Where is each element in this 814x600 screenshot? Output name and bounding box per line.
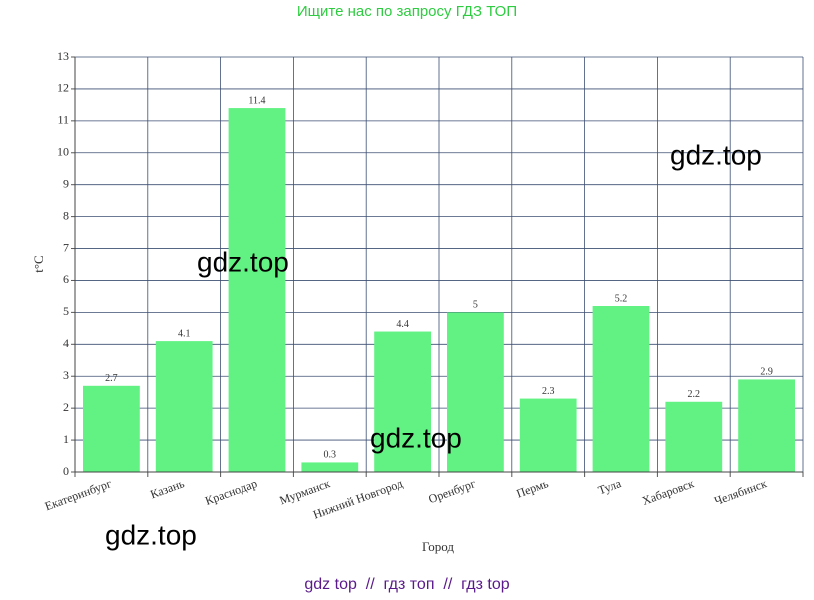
y-tick-label: 7 — [63, 240, 69, 254]
x-tick-label: Челябинск — [712, 476, 768, 508]
data-label: 0.3 — [324, 450, 337, 461]
header: Ищите нас по запросу ГДЗ ТОП — [297, 3, 517, 20]
x-tick-label: Оренбург — [427, 476, 478, 506]
bar — [155, 341, 213, 472]
bar — [228, 108, 286, 473]
x-tick-label: Казань — [148, 476, 186, 501]
bar — [83, 385, 140, 472]
watermark: gdz.top — [670, 139, 762, 170]
data-label: 2.9 — [760, 367, 773, 378]
data-label: 5 — [473, 300, 478, 311]
y-tick-label: 6 — [63, 272, 69, 286]
data-label: 11.4 — [248, 95, 265, 106]
y-tick-label: 5 — [63, 304, 69, 318]
y-tick-label: 2 — [63, 400, 69, 414]
y-tick-label: 8 — [63, 208, 69, 222]
data-label: 2.2 — [688, 389, 701, 400]
y-tick-label: 4 — [63, 336, 69, 350]
x-axis-title: Город — [422, 539, 454, 554]
bar — [592, 306, 650, 472]
y-tick-label: 0 — [63, 464, 69, 478]
y-tick-label: 12 — [57, 81, 69, 95]
y-axis-title: t°C — [31, 255, 46, 272]
data-label: 4.1 — [178, 328, 191, 339]
bar — [519, 398, 577, 472]
bar — [738, 379, 795, 472]
y-tick-label: 9 — [63, 176, 69, 190]
y-tick-label: 3 — [63, 368, 69, 382]
x-tick-label: Пермь — [514, 476, 550, 501]
y-tick-label: 11 — [57, 113, 69, 127]
bar — [447, 312, 504, 472]
x-tick-label: Краснодар — [203, 476, 259, 508]
data-label: 5.2 — [615, 293, 628, 304]
bar — [374, 331, 431, 472]
data-label: 2.3 — [542, 386, 555, 397]
watermark: gdz.top — [197, 246, 289, 277]
x-tick-label: Мурманск — [278, 476, 332, 507]
bar — [665, 401, 723, 472]
y-tick-label: 13 — [57, 49, 69, 63]
x-tick-label: Екатеринбург — [43, 476, 114, 513]
bar — [301, 462, 359, 472]
data-label: 2.7 — [105, 373, 118, 384]
watermark: gdz.top — [370, 422, 462, 453]
x-tick-label: Тула — [596, 476, 624, 497]
x-tick-label: Хабаровск — [640, 476, 696, 508]
data-label: 4.4 — [396, 319, 409, 330]
watermark: gdz.top — [105, 519, 197, 550]
y-tick-label: 10 — [57, 145, 69, 159]
footer: gdz top // гдз топ // гдз top — [304, 576, 509, 593]
y-tick-label: 1 — [63, 432, 69, 446]
